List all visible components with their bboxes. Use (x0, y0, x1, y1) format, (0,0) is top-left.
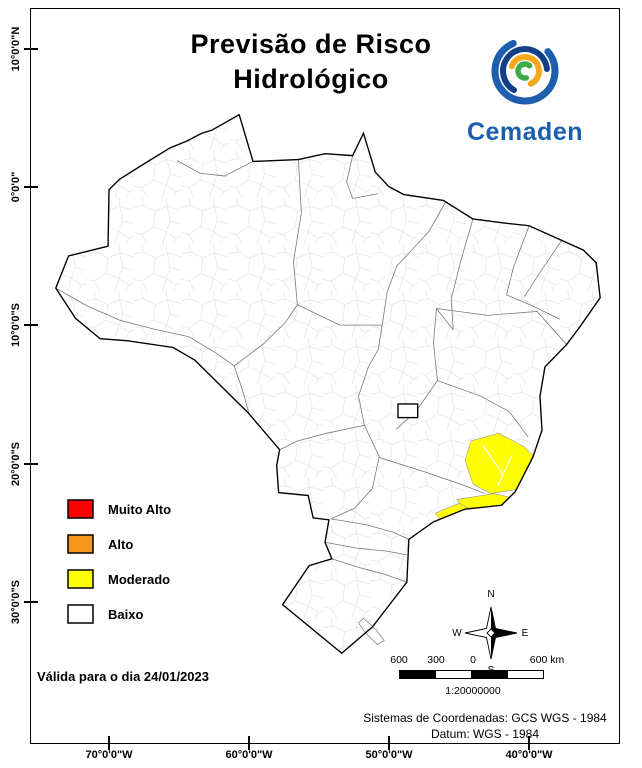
scale-label-0: 0 (470, 654, 476, 666)
lon-label-60w: 60°0'0"W (225, 749, 273, 761)
legend-label-moderado: Moderado (108, 571, 171, 587)
datum-line: Datum: WGS - 1984 (430, 726, 540, 741)
legend-item-muito-alto: Muito Alto (67, 499, 171, 519)
scale-label-600-left: 600 (390, 654, 408, 666)
scale-segment-1 (399, 670, 436, 679)
patos-lagoon (358, 617, 385, 646)
legend-label-alto: Alto (108, 536, 134, 552)
scale-label-300: 300 (427, 654, 445, 666)
cemaden-wordmark: Cemaden (466, 118, 584, 146)
page-title-line2: Hidrológico (233, 64, 389, 95)
brazil-outline (54, 113, 601, 655)
legend-label-muito-alto: Muito Alto (108, 501, 172, 517)
map-frame: Previsão de Risco Hidrológico Cemaden (10, 8, 621, 761)
risk-region-divider (482, 444, 513, 487)
validity-note: Válida para o dia 24/01/2023 (37, 669, 209, 684)
brazil-map (54, 113, 601, 655)
lat-label-0: 0°0'0" (10, 171, 22, 203)
legend-swatch-alto (67, 534, 94, 554)
page-title-line1: Previsão de Risco (190, 29, 432, 59)
tick-lat-20s (24, 463, 38, 465)
page-title: Previsão de Risco Hidrológico (121, 27, 501, 97)
legend-swatch-baixo (67, 604, 94, 624)
cemaden-eye-icon (491, 37, 559, 105)
scale-label-600-km: 600 km (529, 654, 565, 666)
coordinate-system-line: Sistemas de Coordenadas: GCS WGS - 1984 (363, 711, 607, 725)
compass-w-label: W (452, 628, 462, 639)
state-borders (55, 155, 567, 583)
lon-label-40w: 40°0'0"W (505, 749, 553, 761)
tick-lon-60w (248, 736, 250, 750)
legend-item-alto: Alto (67, 534, 171, 554)
scale-segment-2 (435, 670, 472, 679)
scale-ratio: 1:20000000 (445, 685, 501, 697)
tick-lat-30s (24, 601, 38, 603)
legend-swatch-muito-alto (67, 499, 94, 519)
lon-label-50w: 50°0'0"W (365, 749, 413, 761)
tick-lat-0 (24, 186, 38, 188)
risk-legend: Muito Alto Alto Moderado Baixo (67, 499, 171, 639)
compass-e-label: E (522, 628, 529, 639)
lat-label-10n: 10°0'0"N (10, 26, 22, 72)
scale-bar: 600 300 0 600 km 1:20000000 (389, 654, 599, 700)
tick-lat-10n (24, 48, 38, 50)
scale-segment-3 (471, 670, 508, 679)
legend-swatch-moderado (67, 569, 94, 589)
tick-lat-10s (24, 324, 38, 326)
cemaden-logo: Cemaden (441, 31, 609, 147)
lat-label-30s: 30°0'0"S (10, 579, 22, 625)
lat-label-10s: 10°0'0"S (10, 302, 22, 348)
distrito-federal-box (397, 403, 419, 419)
legend-item-baixo: Baixo (67, 604, 171, 624)
coordinate-system-note: Sistemas de Coordenadas: GCS WGS - 1984 … (349, 711, 621, 742)
tick-lon-40w (528, 736, 530, 750)
legend-item-moderado: Moderado (67, 569, 171, 589)
scale-segment-4 (507, 670, 544, 679)
tick-lon-70w (108, 736, 110, 750)
lon-label-70w: 70°0'0"W (85, 749, 133, 761)
legend-label-baixo: Baixo (108, 606, 144, 622)
tick-lon-50w (388, 736, 390, 750)
lat-label-20s: 20°0'0"S (10, 441, 22, 487)
compass-n-label: N (487, 589, 494, 600)
